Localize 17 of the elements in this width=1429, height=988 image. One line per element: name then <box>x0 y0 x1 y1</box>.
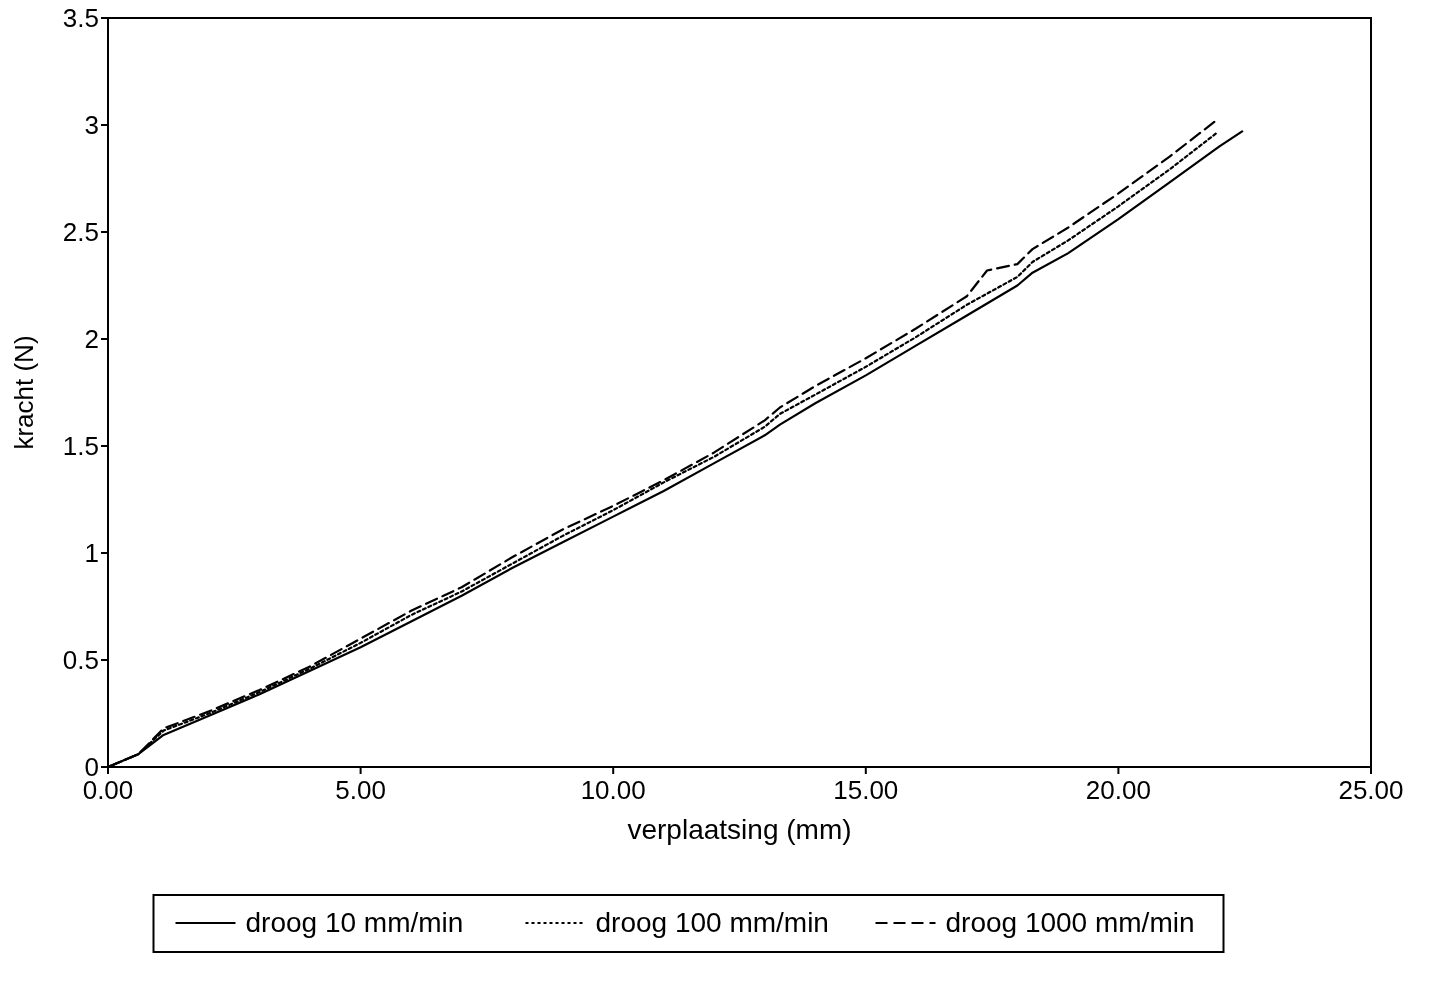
x-tick-label: 10.00 <box>580 775 646 805</box>
y-axis-title: kracht (N) <box>9 335 39 450</box>
y-tick-label: 2.5 <box>62 217 99 247</box>
x-tick-label: 15.00 <box>833 775 899 805</box>
y-tick-label: 0.5 <box>62 645 99 675</box>
x-tick-label: 25.00 <box>1338 775 1404 805</box>
legend-label: droog 1000 mm/min <box>945 907 1195 938</box>
y-tick-label: 1 <box>84 538 99 568</box>
y-tick-label: 1.5 <box>62 431 99 461</box>
y-tick-label: 3 <box>84 110 99 140</box>
x-tick-label: 20.00 <box>1085 775 1151 805</box>
y-tick-label: 3.5 <box>62 3 99 33</box>
legend-label: droog 10 mm/min <box>245 907 464 938</box>
x-axis-title: verplaatsing (mm) <box>627 814 852 845</box>
legend-label: droog 100 mm/min <box>595 907 829 938</box>
x-tick-label: 5.00 <box>335 775 386 805</box>
y-tick-label: 2 <box>84 324 99 354</box>
